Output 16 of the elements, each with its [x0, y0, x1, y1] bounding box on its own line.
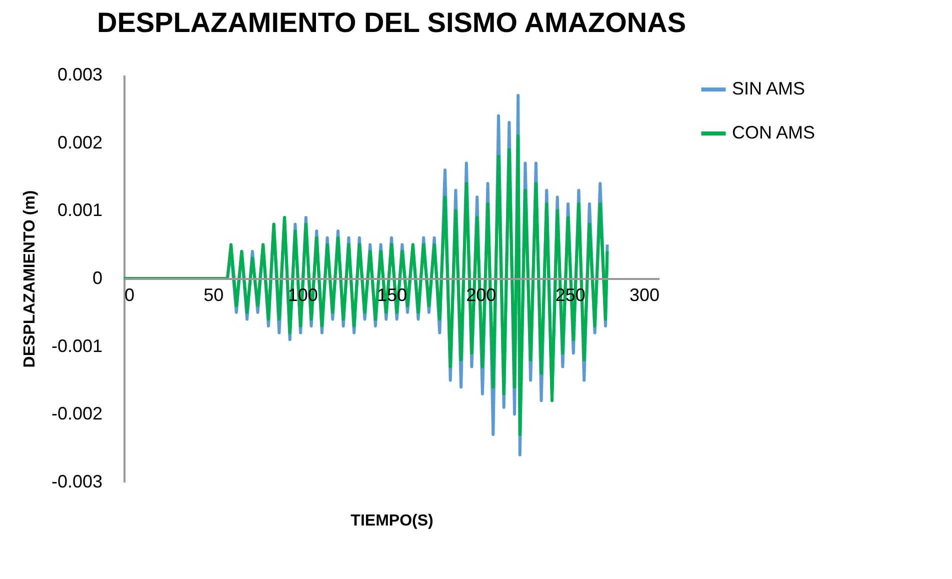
y-tick-label: 0.001 [57, 200, 102, 220]
x-axis-title: TIEMPO(S) [350, 512, 434, 530]
chart-title: DESPLAZAMIENTO DEL SISMO AMAZONAS [96, 7, 686, 38]
legend-label: CON AMS [732, 122, 816, 142]
y-tick-label: 0.003 [57, 64, 102, 84]
legend-label: SIN AMS [732, 78, 806, 98]
y-tick-label: 0 [92, 268, 102, 288]
line-series [122, 134, 609, 436]
x-tick-label: 0 [124, 285, 135, 305]
y-tick-label: 0.002 [57, 132, 102, 152]
x-tick-label: 50 [204, 285, 224, 305]
x-tick-label: 300 [629, 285, 660, 305]
y-tick-label: -0.002 [51, 404, 102, 424]
y-axis-title: DESPLAZAMIENTO (m) [21, 190, 38, 368]
y-tick-label: -0.001 [51, 336, 102, 356]
y-tick-label: -0.003 [51, 472, 102, 492]
